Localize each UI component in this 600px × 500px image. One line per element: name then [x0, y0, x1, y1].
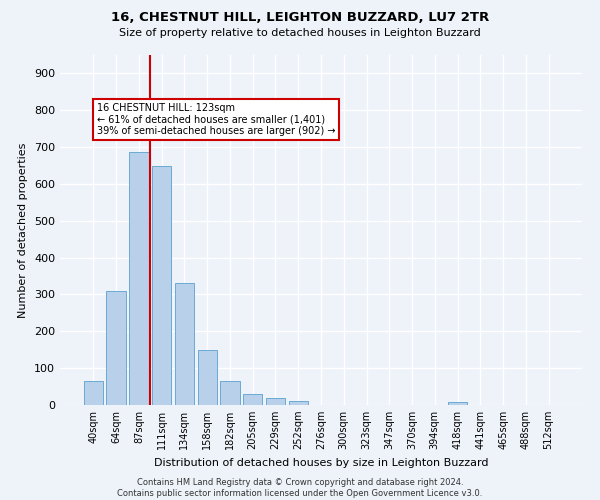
Bar — [129, 152, 149, 405]
Text: Size of property relative to detached houses in Leighton Buzzard: Size of property relative to detached ho… — [119, 28, 481, 38]
Bar — [84, 381, 103, 405]
Bar — [448, 402, 467, 405]
Bar — [197, 350, 217, 405]
Text: Contains HM Land Registry data © Crown copyright and database right 2024.
Contai: Contains HM Land Registry data © Crown c… — [118, 478, 482, 498]
Bar — [106, 291, 126, 405]
Text: 16 CHESTNUT HILL: 123sqm
← 61% of detached houses are smaller (1,401)
39% of sem: 16 CHESTNUT HILL: 123sqm ← 61% of detach… — [97, 103, 335, 136]
X-axis label: Distribution of detached houses by size in Leighton Buzzard: Distribution of detached houses by size … — [154, 458, 488, 468]
Bar — [175, 284, 194, 405]
Y-axis label: Number of detached properties: Number of detached properties — [19, 142, 28, 318]
Bar — [289, 402, 308, 405]
Bar — [152, 166, 172, 405]
Text: 16, CHESTNUT HILL, LEIGHTON BUZZARD, LU7 2TR: 16, CHESTNUT HILL, LEIGHTON BUZZARD, LU7… — [111, 11, 489, 24]
Bar — [220, 381, 239, 405]
Bar — [266, 398, 285, 405]
Bar — [243, 394, 262, 405]
